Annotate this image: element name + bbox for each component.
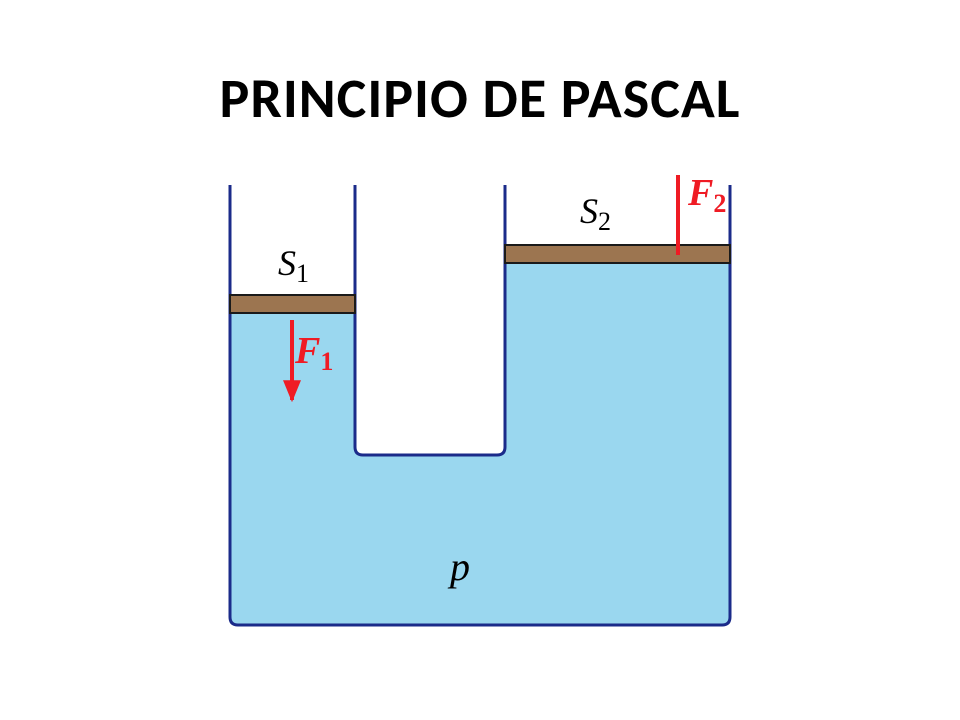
label-f2: F2 — [687, 175, 726, 218]
label-p: p — [447, 544, 470, 589]
page-title: PRINCIPIO DE PASCAL — [0, 65, 960, 133]
fluid-region — [230, 260, 730, 625]
pascal-diagram: S1S2F1F2p — [200, 175, 760, 660]
label-s1: S1 — [278, 243, 309, 288]
label-s2: S2 — [580, 191, 611, 236]
piston-right — [505, 245, 730, 263]
piston-left — [230, 295, 355, 313]
